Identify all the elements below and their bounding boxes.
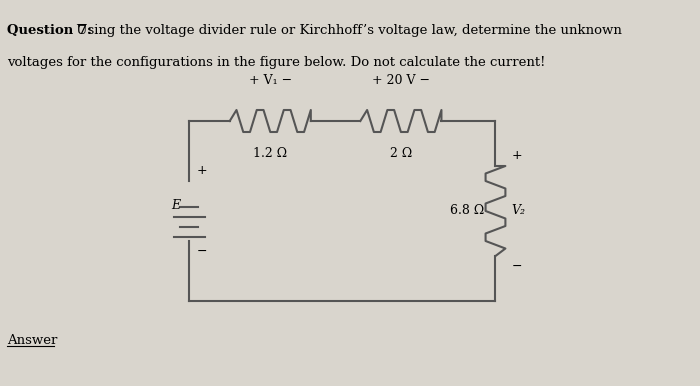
Text: voltages for the configurations in the figure below. Do not calculate the curren: voltages for the configurations in the f… — [7, 56, 545, 69]
Text: V₂: V₂ — [512, 205, 526, 217]
Text: Using the voltage divider rule or Kirchhoff’s voltage law, determine the unknown: Using the voltage divider rule or Kirchh… — [72, 24, 622, 37]
Text: 1.2 Ω: 1.2 Ω — [253, 147, 287, 160]
Text: +: + — [512, 149, 522, 162]
Text: −: − — [512, 260, 522, 273]
Text: Question 7:: Question 7: — [7, 24, 92, 37]
Text: E: E — [171, 200, 180, 213]
Text: 6.8 Ω: 6.8 Ω — [450, 205, 484, 217]
Text: 2 Ω: 2 Ω — [390, 147, 412, 160]
Text: +: + — [197, 164, 207, 177]
Text: + 20 V −: + 20 V − — [372, 74, 430, 87]
Text: + V₁ −: + V₁ − — [248, 74, 292, 87]
Text: Answer: Answer — [7, 334, 57, 347]
Text: −: − — [197, 245, 207, 258]
